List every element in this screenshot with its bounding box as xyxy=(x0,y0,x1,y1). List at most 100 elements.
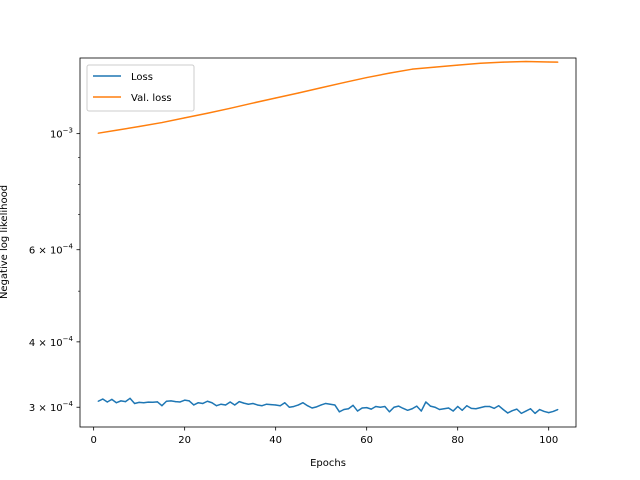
data-point-loss xyxy=(384,405,386,408)
data-point-val-loss xyxy=(366,76,368,79)
data-point-loss xyxy=(134,402,136,405)
data-point-val-loss xyxy=(138,125,140,128)
data-point-loss xyxy=(447,407,450,409)
data-point-loss xyxy=(534,412,536,414)
data-point-val-loss xyxy=(502,61,504,63)
series-layer xyxy=(97,60,559,415)
y-tick-label: 6 × 10−4 xyxy=(29,243,74,257)
data-point-loss xyxy=(457,405,459,408)
data-point-loss xyxy=(143,402,145,404)
data-point-loss xyxy=(270,403,272,406)
data-point-loss xyxy=(434,406,436,408)
data-point-loss xyxy=(97,400,99,402)
data-point-loss xyxy=(356,410,359,412)
data-point-loss xyxy=(234,404,236,406)
data-point-loss xyxy=(275,404,277,406)
data-point-val-loss xyxy=(320,87,322,89)
data-point-loss xyxy=(511,410,513,412)
x-tick-label: 40 xyxy=(269,435,282,446)
data-point-loss xyxy=(366,407,368,409)
data-point-loss xyxy=(288,406,290,408)
data-point-loss xyxy=(498,405,500,407)
data-point-loss xyxy=(252,402,254,405)
data-point-loss xyxy=(402,407,404,409)
data-point-loss xyxy=(297,404,300,406)
x-tick-label: 20 xyxy=(178,435,191,446)
data-point-loss xyxy=(420,410,422,412)
data-point-loss xyxy=(425,401,427,403)
plot-frame xyxy=(79,57,577,428)
data-point-loss xyxy=(261,405,263,407)
legend-label-loss: Loss xyxy=(131,72,153,83)
data-point-loss xyxy=(325,402,327,405)
data-point-val-loss xyxy=(161,121,163,124)
y-axis-label: Negative log likelihood xyxy=(0,185,10,299)
data-point-loss xyxy=(256,404,259,406)
data-point-loss xyxy=(174,401,177,403)
data-point-loss xyxy=(152,401,154,403)
data-point-loss xyxy=(438,408,441,411)
data-point-loss xyxy=(375,405,377,408)
data-point-loss xyxy=(539,408,541,411)
data-point-loss xyxy=(343,408,345,411)
data-point-loss xyxy=(124,401,127,403)
data-point-loss xyxy=(293,405,295,408)
data-point-loss xyxy=(388,411,391,413)
data-point-loss xyxy=(215,405,218,407)
data-point-loss xyxy=(552,410,554,413)
data-point-loss xyxy=(238,401,240,403)
data-point-val-loss xyxy=(479,62,482,64)
data-point-loss xyxy=(138,401,140,403)
data-point-loss xyxy=(147,401,149,403)
data-point-loss xyxy=(229,401,231,403)
data-point-loss xyxy=(120,400,122,402)
data-point-loss xyxy=(461,409,463,411)
data-point-loss xyxy=(320,404,322,406)
data-point-val-loss xyxy=(229,107,231,109)
data-point-loss xyxy=(115,402,117,404)
data-point-loss xyxy=(352,404,354,406)
data-point-loss xyxy=(311,407,313,409)
data-point-loss xyxy=(338,411,340,413)
y-tick-label: 4 × 10−4 xyxy=(29,335,74,349)
x-axis-label: Epochs xyxy=(310,458,346,469)
data-point-loss xyxy=(111,398,113,401)
data-point-val-loss xyxy=(434,66,436,68)
y-axis: 3 × 10−4 4 × 10−4 6 × 10−4 10−3 xyxy=(29,127,80,414)
data-point-val-loss xyxy=(525,60,527,63)
data-point-val-loss xyxy=(206,112,209,114)
x-tick-label: 0 xyxy=(90,435,96,446)
data-point-loss xyxy=(411,408,413,410)
data-point-loss xyxy=(106,401,108,403)
data-point-loss xyxy=(452,410,454,412)
legend: Loss Val. loss xyxy=(86,64,195,112)
data-point-val-loss xyxy=(343,81,345,84)
data-point-loss xyxy=(479,407,482,409)
data-point-loss xyxy=(202,402,204,405)
data-point-loss xyxy=(165,400,168,402)
data-point-loss xyxy=(129,397,131,399)
data-point-loss xyxy=(197,402,199,404)
data-point-loss xyxy=(416,405,418,407)
data-point-val-loss xyxy=(388,72,391,74)
data-point-loss xyxy=(516,408,518,410)
data-point-val-loss xyxy=(557,61,559,63)
data-point-loss xyxy=(429,405,431,407)
data-point-loss xyxy=(247,403,249,405)
x-tick-label: 60 xyxy=(360,435,373,446)
data-point-loss xyxy=(316,406,318,408)
data-point-val-loss xyxy=(184,117,186,119)
data-point-loss xyxy=(361,407,363,409)
data-point-loss xyxy=(470,407,472,409)
data-point-loss xyxy=(170,400,172,402)
data-point-loss xyxy=(543,410,545,413)
data-point-val-loss xyxy=(252,102,254,104)
data-point-val-loss xyxy=(457,64,459,66)
data-point-loss xyxy=(265,403,268,405)
data-point-loss xyxy=(225,404,227,406)
legend-label-val-loss: Val. loss xyxy=(131,93,172,104)
data-point-loss xyxy=(507,412,509,414)
data-point-loss xyxy=(407,409,409,411)
data-point-val-loss xyxy=(297,92,300,94)
